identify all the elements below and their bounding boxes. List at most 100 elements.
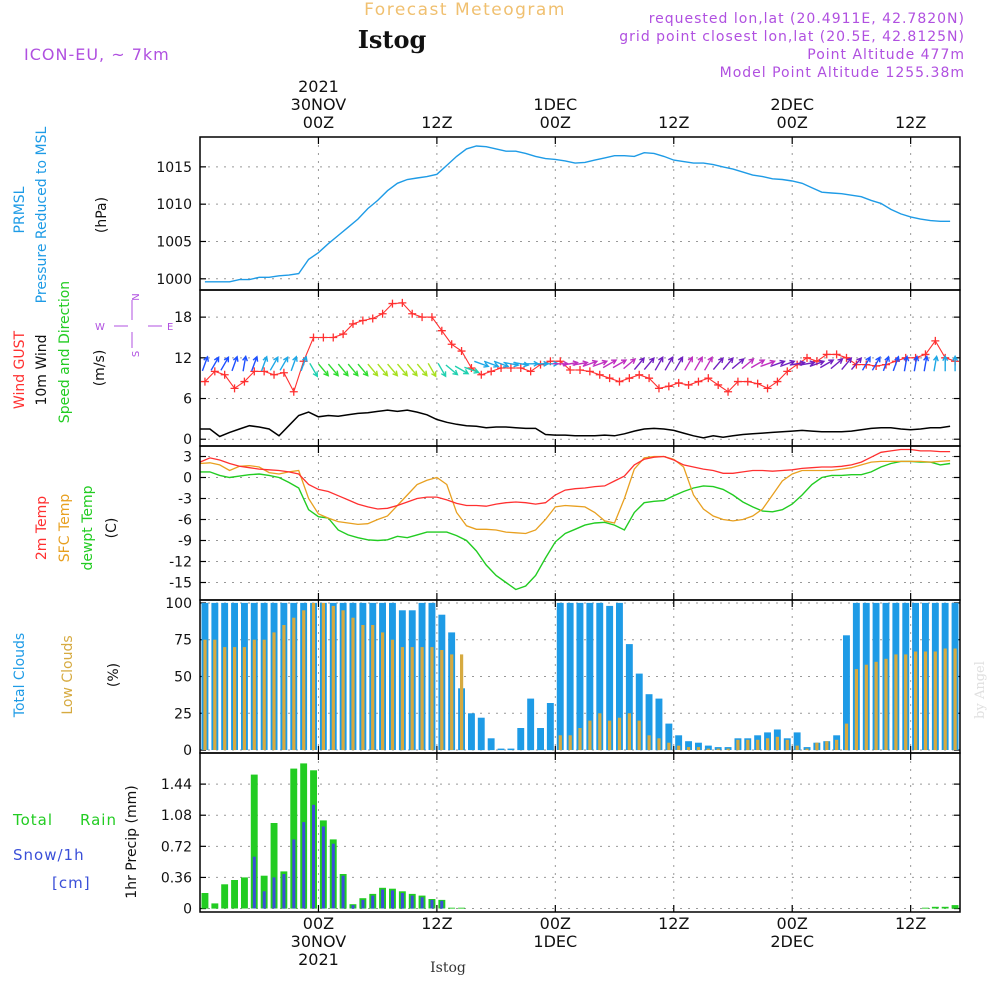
info-line-3: Point Altitude 477m [807, 47, 965, 63]
gust-marker [753, 379, 762, 388]
wind-panel: 0 6 12 18 [174, 289, 961, 448]
wind-direction-arrow [483, 360, 500, 368]
wind-direction-arrow [572, 360, 589, 367]
label-total: Total [12, 811, 53, 829]
gust-marker [260, 367, 269, 376]
wind-direction-arrow [416, 363, 428, 377]
label-snow: Snow/1h [13, 846, 85, 864]
y-tick-label: 12 [174, 351, 192, 367]
gust-marker [763, 384, 772, 393]
low-cloud-bar [647, 735, 651, 750]
y-tick-label: 0 [183, 902, 192, 918]
rain-bar [448, 907, 456, 909]
gust-marker [783, 367, 792, 376]
total-cloud-bar [576, 602, 584, 750]
gust-marker [270, 370, 279, 379]
low-cloud-bar [371, 625, 375, 750]
wind-speed-line [200, 409, 951, 439]
low-cloud-bar [213, 639, 217, 750]
y-tick-label: -15 [169, 576, 192, 592]
gust-marker [714, 380, 723, 389]
gust-marker [724, 387, 733, 396]
rain-bar [270, 823, 278, 909]
gust-marker [368, 314, 377, 323]
gust-marker [822, 350, 831, 359]
precip-panel: 0 0.36 0.72 1.08 1.44 [161, 752, 961, 918]
wind-direction-arrow [327, 363, 340, 377]
wind-direction-arrow [437, 362, 447, 378]
wind-direction-arrow [932, 354, 939, 372]
wind-direction-arrow [318, 363, 330, 377]
low-cloud-bar [302, 610, 306, 751]
wind-direction-arrow [809, 359, 826, 368]
wind-direction-arrow [582, 359, 599, 368]
snow-bar [252, 856, 256, 909]
label-10m-wind: 10m Wind [34, 334, 50, 405]
rain-bar [250, 774, 258, 909]
wind-direction-arrow [850, 356, 863, 371]
wind-direction-arrow [357, 363, 369, 377]
gust-marker [230, 384, 239, 393]
low-cloud-bar [410, 647, 414, 751]
low-cloud-bar [726, 748, 730, 751]
label-ms: (m/s) [92, 350, 108, 387]
wind-direction-arrow [722, 356, 734, 371]
sfc-temp-line [199, 455, 951, 535]
location-title: Istog [358, 25, 427, 54]
wind-direction-arrow [633, 356, 645, 371]
low-cloud-bar [637, 720, 641, 750]
gust-marker [516, 364, 525, 372]
wind-direction-arrow [474, 360, 490, 368]
gust-marker [358, 316, 367, 325]
snow-bar [312, 804, 315, 909]
wind-direction-arrow [770, 359, 786, 368]
gust-marker [250, 367, 259, 376]
y-tick-label: -6 [178, 513, 192, 529]
label-wind-gust: Wind GUST [12, 330, 28, 409]
snow-bar [440, 900, 444, 909]
gust-marker [615, 377, 624, 386]
low-cloud-bar [588, 720, 592, 750]
top-year-label: 2021 [298, 77, 339, 96]
total-cloud-bar [655, 698, 663, 751]
low-cloud-bar [608, 720, 612, 750]
label-rain: Rain [80, 811, 117, 829]
total-cloud-bar [556, 602, 564, 750]
gust-marker [605, 374, 614, 383]
rain-bar [221, 884, 229, 909]
rain-bar [231, 880, 238, 909]
gust-marker [674, 378, 683, 387]
model-label: ICON-EU, ~ 7km [24, 45, 170, 64]
y-tick-label: 75 [174, 633, 192, 649]
low-cloud-bar [894, 654, 898, 750]
y-tick-label: 1.08 [161, 808, 192, 824]
gust-marker [576, 366, 584, 375]
total-cloud-bar [527, 698, 535, 751]
total-cloud-bar [596, 602, 604, 750]
y-tick-label: -9 [178, 534, 192, 550]
gust-marker [684, 380, 693, 389]
low-cloud-bar [558, 735, 562, 750]
y-tick-label: 0.72 [161, 839, 192, 855]
top-date-label: 2DEC [770, 95, 814, 114]
gust-line [204, 302, 956, 394]
wind-direction-arrow [464, 366, 480, 374]
bottom-hour-label: 12Z [421, 914, 452, 933]
wind-direction-arrow [309, 362, 319, 378]
wind-direction-arrow [377, 363, 389, 377]
low-cloud-bar [825, 741, 829, 750]
top-hour-label: 12Z [421, 113, 452, 132]
wind-direction-arrow [799, 360, 816, 367]
y-tick-label: 6 [183, 392, 192, 408]
top-hour-label: 12Z [658, 113, 689, 132]
bottom-hour-label: 00Z [777, 914, 808, 933]
total-cloud-bar [606, 605, 614, 751]
side-labels: PRMSL Pressure Reduced to MSL (hPa) Wind… [12, 126, 173, 898]
low-cloud-bar [884, 658, 888, 750]
low-cloud-bar [400, 647, 404, 751]
wind-direction-arrow [779, 359, 796, 368]
wind-direction-arrow [703, 356, 713, 371]
total-cloud-bar [675, 735, 683, 750]
temperature-panel: 3 0 -3 -6 -9 -12 -15 [169, 445, 961, 601]
snow-bar [302, 822, 306, 909]
